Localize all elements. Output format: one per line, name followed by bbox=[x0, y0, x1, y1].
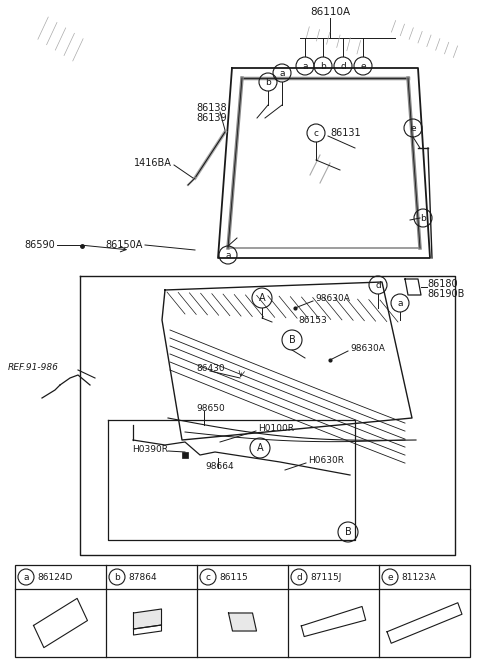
Text: 86138: 86138 bbox=[196, 103, 227, 113]
Polygon shape bbox=[228, 613, 256, 631]
Text: b: b bbox=[114, 573, 120, 581]
Text: a: a bbox=[23, 573, 29, 581]
Text: e: e bbox=[387, 573, 393, 581]
Text: b: b bbox=[265, 77, 271, 87]
Text: 87864: 87864 bbox=[128, 573, 156, 581]
Text: d: d bbox=[296, 573, 302, 581]
Text: 1416BA: 1416BA bbox=[134, 158, 172, 168]
Text: 98630A: 98630A bbox=[315, 293, 350, 303]
Text: H0100R: H0100R bbox=[258, 424, 294, 432]
Text: 86430: 86430 bbox=[196, 363, 225, 373]
Text: H0630R: H0630R bbox=[308, 455, 344, 465]
Text: A: A bbox=[257, 443, 264, 453]
Text: B: B bbox=[345, 527, 351, 537]
Text: e: e bbox=[360, 62, 366, 70]
Text: c: c bbox=[205, 573, 211, 581]
Text: e: e bbox=[410, 124, 416, 132]
Text: 98630A: 98630A bbox=[350, 344, 385, 352]
Text: 86590: 86590 bbox=[24, 240, 55, 250]
Text: 86190B: 86190B bbox=[427, 289, 464, 299]
Bar bbox=[182, 452, 188, 458]
Text: 86139: 86139 bbox=[196, 113, 227, 123]
Text: 98664: 98664 bbox=[205, 461, 234, 471]
Text: a: a bbox=[302, 62, 308, 70]
Text: 86115: 86115 bbox=[219, 573, 248, 581]
Text: b: b bbox=[420, 214, 426, 222]
Text: H0390R: H0390R bbox=[132, 444, 168, 453]
Text: 86180: 86180 bbox=[427, 279, 457, 289]
Polygon shape bbox=[133, 609, 161, 629]
Text: c: c bbox=[313, 128, 319, 138]
Text: 86150A: 86150A bbox=[106, 240, 143, 250]
Text: a: a bbox=[225, 250, 231, 260]
Text: REF.91-986: REF.91-986 bbox=[8, 363, 59, 371]
Text: 98650: 98650 bbox=[196, 404, 225, 412]
Text: 87115J: 87115J bbox=[310, 573, 341, 581]
Text: d: d bbox=[340, 62, 346, 70]
Bar bbox=[15, 565, 470, 657]
Text: 86110A: 86110A bbox=[310, 7, 350, 17]
Text: 86131: 86131 bbox=[330, 128, 360, 138]
Text: B: B bbox=[288, 335, 295, 345]
Text: 86124D: 86124D bbox=[37, 573, 72, 581]
Text: 86153: 86153 bbox=[298, 316, 327, 324]
Text: 81123A: 81123A bbox=[401, 573, 436, 581]
Text: A: A bbox=[259, 293, 265, 303]
Text: a: a bbox=[279, 68, 285, 77]
Text: b: b bbox=[320, 62, 326, 70]
Text: a: a bbox=[397, 299, 403, 308]
Text: d: d bbox=[375, 281, 381, 289]
